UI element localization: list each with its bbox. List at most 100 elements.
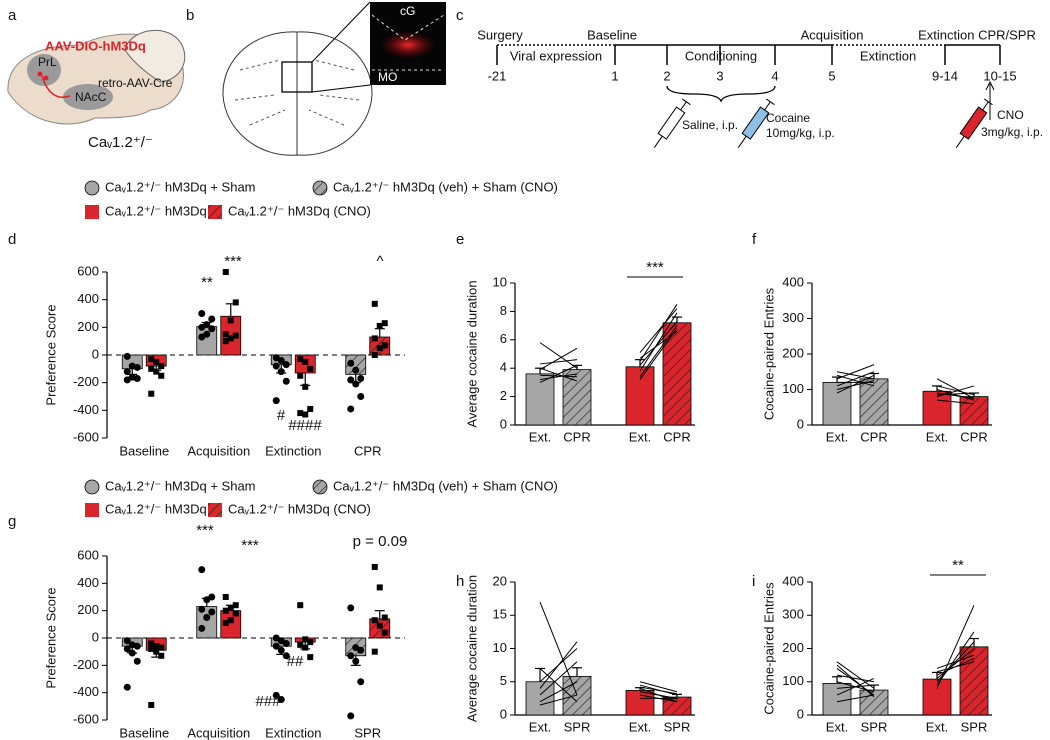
y-tick-label: -400 [73,402,99,417]
data-point [282,377,290,385]
y-tick-label: 0 [500,706,507,721]
data-point [227,317,234,324]
injection-label: 10mg/kg, i.p. [766,126,835,140]
data-point [347,376,355,384]
x-tick-label: SPR [664,719,691,734]
cell [37,71,43,77]
data-point [158,363,165,370]
period-label: Conditioning [685,48,757,63]
x-tick-label: CPR [354,443,381,458]
annotation: *** [646,259,664,276]
panel-label: f [752,231,757,248]
panel-label: e [456,231,464,248]
nacc [63,84,113,110]
subject-line [639,686,678,695]
data-point [371,648,378,655]
data-point [158,652,165,659]
y-tick-label: 6 [500,331,507,346]
day-label: -21 [488,68,507,83]
subject-line [836,364,875,380]
data-point [153,648,160,655]
y-tick-label: 100 [782,673,804,688]
data-point [347,359,355,367]
data-point [381,614,388,621]
data-point [307,365,314,372]
projection [41,75,71,98]
panel-label: b [186,7,194,24]
data-point [123,637,131,645]
x-tick-label: Ext. [529,429,551,444]
data-point [371,563,378,570]
data-point [302,644,309,651]
annotation: ## [287,653,304,670]
panel-label: g [8,513,16,530]
y-tick-label: 100 [782,381,804,396]
subject-line [539,364,578,383]
data-point [381,342,388,349]
data-point [307,639,314,646]
subject-line [836,664,875,698]
data-point [297,410,304,417]
data-point [371,300,378,307]
timeline-tick [496,45,1001,65]
region-label: PrL [38,55,57,69]
x-tick-label: Extinction [265,443,321,458]
period-label: Extinction [860,48,916,63]
data-point [376,622,383,629]
y-tick-label: 20 [493,573,507,588]
cerebellum [124,29,186,83]
y-tick-label: 8 [500,303,507,318]
legend-label: Caᵥ1.2⁺/⁻ hM3Dq (veh) + Sham (CNO) [333,179,558,194]
stage-label: Baseline [587,27,637,42]
data-point [347,604,355,612]
data-point [148,356,155,363]
data-point [302,383,309,390]
data-point [222,269,229,275]
day-label: 2 [663,68,670,83]
data-point [227,617,234,624]
data-point [198,310,206,317]
day-label: 9-14 [932,68,958,83]
x-tick-label: CPR [663,429,690,444]
subject-line [639,308,678,353]
data-point [297,641,304,648]
syringe [737,98,775,148]
data-point [148,365,155,372]
panel-label: c [456,7,464,24]
subject-line [639,304,678,362]
data-point [297,356,304,363]
data-point [133,657,141,665]
data-point [203,321,211,329]
data-point [357,678,365,686]
bar [625,366,655,426]
subject-line [539,342,578,369]
legend-marker [312,180,328,196]
bar [822,683,852,716]
subject-line [639,691,678,699]
y-tick-label: 600 [77,547,99,562]
legend-label: Caᵥ1.2⁺/⁻ hM3Dq [105,203,207,218]
data-point [302,636,309,643]
x-tick-label: Baseline [119,725,169,740]
x-tick-label: Ext. [629,719,651,734]
legend-marker [312,479,328,495]
data-point [153,358,160,365]
day-label: 4 [771,68,778,83]
annotation: #### [288,417,322,434]
bar [625,689,655,716]
x-tick-label: SPR [961,719,988,734]
subject-line [639,328,678,380]
data-point [381,320,388,327]
y-tick-label: 0 [92,629,99,644]
data-point [376,322,383,329]
data-point [133,642,141,650]
data-point [352,380,360,388]
data-point [148,701,155,708]
panel-b: b cG MO [186,1,446,156]
data-point [347,712,355,720]
panel-c: c Surgery Baseline Acquisition Extinctio… [456,7,1043,148]
y-tick-label: 10 [493,274,507,289]
legend-marker [85,205,99,219]
legend-marker [85,503,99,517]
subject-line [936,631,975,686]
